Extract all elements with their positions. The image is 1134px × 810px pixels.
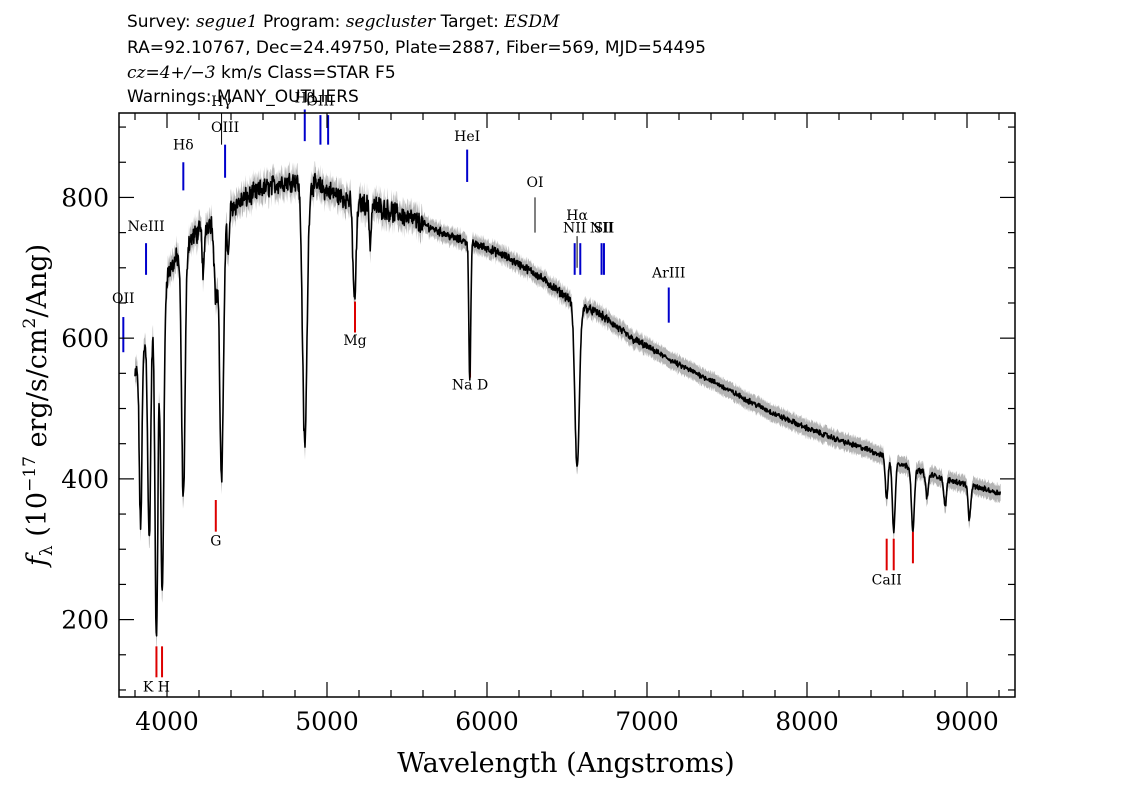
line-label-8: HeI: [454, 129, 480, 145]
x-axis-title: Wavelength (Angstroms): [397, 748, 734, 779]
line-label-15: ArIII: [651, 266, 685, 282]
spectrum-line: [134, 172, 1002, 637]
y-tick-label-600: 600: [61, 324, 109, 353]
target-label: Target:: [440, 12, 499, 32]
x-tick-label-7000: 7000: [615, 707, 679, 736]
plot-border: [118, 112, 1016, 698]
y-axis-part5: erg/s/cm: [22, 328, 53, 456]
header-line-3: cz=4+/−3 km/s Class=STAR F5: [127, 63, 396, 83]
line-label-13: NII: [590, 221, 613, 237]
y-tick-label-800: 800: [61, 183, 109, 212]
x-tick-label-6000: 6000: [455, 707, 519, 736]
line-label-10: NII: [563, 221, 586, 237]
axis-ticks: 4000 5000 6000 7000 8000 9000 200 400 600 800: [61, 113, 1015, 736]
program-value: segcluster: [345, 12, 436, 32]
line-label-3: Hγ: [211, 94, 232, 110]
survey-label: Survey:: [127, 12, 191, 32]
y-axis-title: fλ (10−17 erg/s/cm2/Ang): [20, 244, 57, 568]
line-marker-layer: OIINeIIIHδHγOIIIHβOIIIHeIOINIIHαNIISIIAr…: [112, 90, 914, 695]
x-tick-label-8000: 8000: [775, 707, 839, 736]
program-label: Program:: [262, 12, 341, 32]
line-label-0: OII: [112, 291, 135, 307]
line-label-5: Hβ: [295, 90, 315, 106]
y-axis-part7: /Ang): [22, 244, 53, 318]
line-label-9: OI: [526, 175, 543, 191]
header-line-1: Survey: segue1 Program: segcluster Targe…: [127, 12, 559, 32]
cz-value: cz=4+/−3: [127, 63, 216, 83]
line-label-6: OIII: [306, 93, 334, 109]
header-warnings: Warnings: MANY_OUTLIERS: [127, 87, 359, 107]
spectrum-layer: [134, 172, 1002, 637]
line-label-14: SII: [594, 221, 615, 237]
y-axis-exp: −17: [20, 456, 40, 492]
line-label-19: K H: [143, 679, 170, 695]
line-label-16: Mg: [343, 333, 366, 349]
y-axis-lambda: λ: [37, 545, 57, 556]
header-line-2: RA=92.10767, Dec=24.49750, Plate=2887, F…: [127, 38, 706, 58]
line-label-17: Na D: [452, 378, 488, 394]
x-tick-label-4000: 4000: [135, 707, 199, 736]
target-value: ESDM: [504, 12, 560, 32]
y-axis-f: f: [22, 552, 53, 568]
y-axis-part3: (10: [22, 492, 53, 545]
line-label-18: G: [210, 534, 221, 550]
class-text: km/s Class=STAR F5: [215, 63, 396, 83]
line-label-21: CaII: [872, 572, 902, 588]
x-tick-label-9000: 9000: [935, 707, 999, 736]
x-tick-label-5000: 5000: [295, 707, 359, 736]
survey-value: segue1: [196, 12, 258, 32]
plot-frame: [118, 112, 1016, 698]
line-label-2: Hδ: [173, 138, 194, 154]
line-label-1: NeIII: [127, 219, 164, 235]
y-tick-label-200: 200: [61, 606, 109, 635]
y-axis-sq: 2: [20, 318, 40, 329]
line-label-4: OIII: [211, 120, 239, 136]
y-tick-label-400: 400: [61, 465, 109, 494]
line-label-11: Hα: [566, 208, 588, 224]
